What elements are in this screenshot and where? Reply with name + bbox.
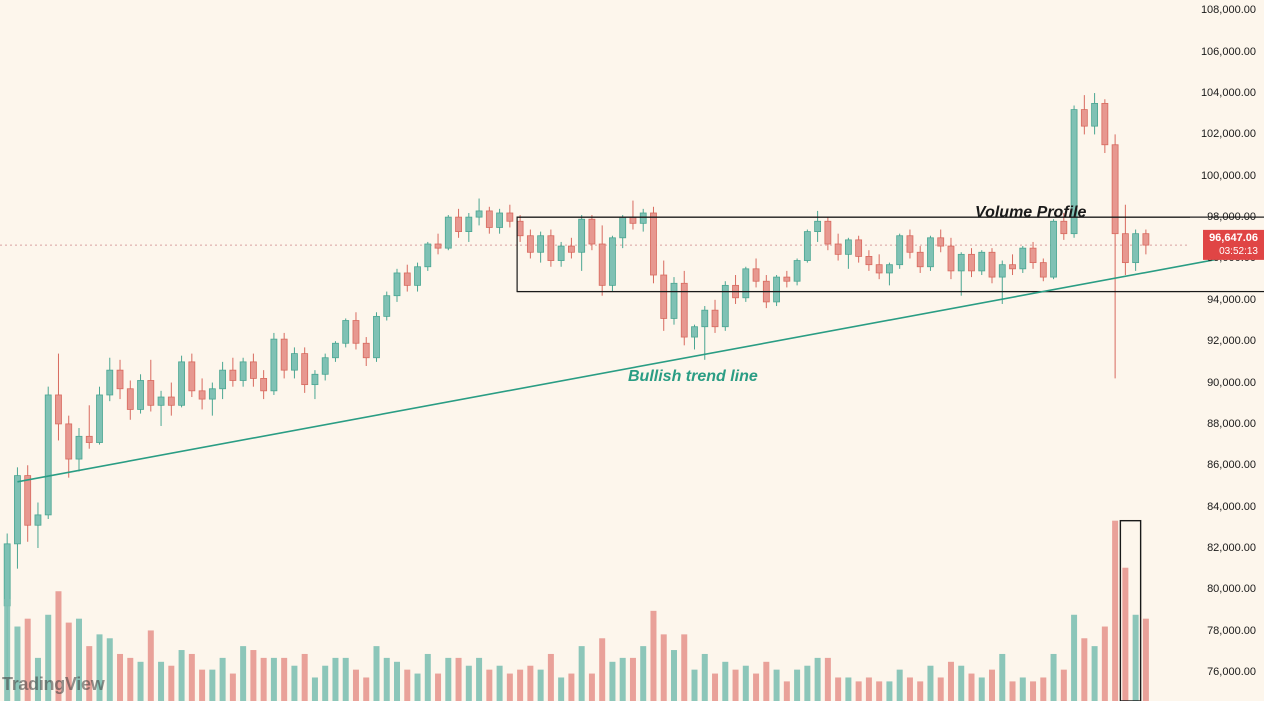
chart-svg[interactable] — [0, 0, 1264, 701]
price-axis-label: 108,000.00 — [1201, 4, 1256, 16]
price-axis-label: 100,000.00 — [1201, 170, 1256, 182]
countdown-timer: 03:52:13 — [1209, 246, 1258, 259]
price-axis-label: 104,000.00 — [1201, 87, 1256, 99]
price-axis-label: 106,000.00 — [1201, 46, 1256, 58]
price-axis-label: 102,000.00 — [1201, 128, 1256, 140]
price-axis-label: 78,000.00 — [1207, 625, 1256, 637]
price-axis-label: 90,000.00 — [1207, 377, 1256, 389]
current-price-badge: 96,647.06 03:52:13 — [1203, 230, 1264, 260]
watermark: TradingView — [2, 674, 104, 695]
price-axis-label: 82,000.00 — [1207, 542, 1256, 554]
chart-container[interactable]: 108,000.00 106,000.00 104,000.00 102,000.00… — [0, 0, 1264, 701]
price-axis-label: 76,000.00 — [1207, 666, 1256, 678]
price-axis: 108,000.00 106,000.00 104,000.00 102,000.00… — [1190, 0, 1264, 701]
price-axis-label: 92,000.00 — [1207, 335, 1256, 347]
price-axis-label: 94,000.00 — [1207, 294, 1256, 306]
price-axis-label: 86,000.00 — [1207, 459, 1256, 471]
price-axis-label: 98,000.00 — [1207, 211, 1256, 223]
price-axis-label: 84,000.00 — [1207, 501, 1256, 513]
price-axis-label: 80,000.00 — [1207, 583, 1256, 595]
current-price-value: 96,647.06 — [1209, 232, 1258, 246]
price-axis-label: 88,000.00 — [1207, 418, 1256, 430]
